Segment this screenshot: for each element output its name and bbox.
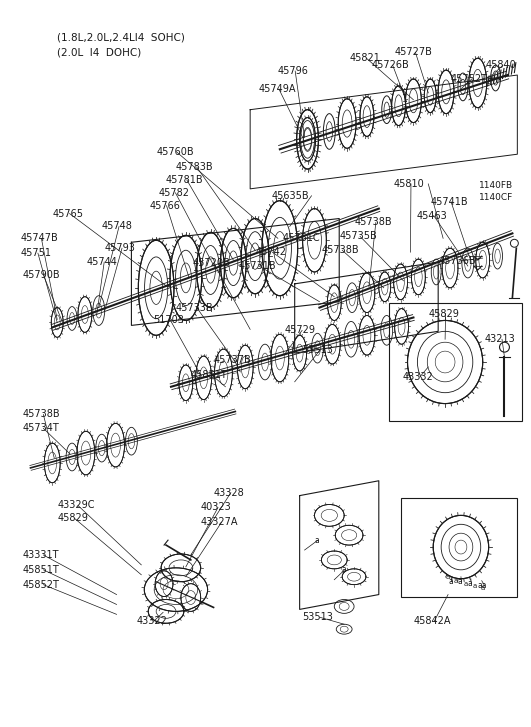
Text: 45790B: 45790B: [23, 270, 60, 280]
Text: 45733B: 45733B: [176, 302, 213, 313]
Text: 45829: 45829: [429, 308, 459, 318]
Text: 45720B: 45720B: [193, 258, 230, 268]
Text: 53513: 53513: [303, 345, 333, 356]
Text: 45635B: 45635B: [272, 190, 310, 201]
Text: 45737B: 45737B: [213, 355, 251, 365]
Text: 45738B: 45738B: [355, 217, 393, 228]
Text: 43329C: 43329C: [57, 500, 95, 510]
Text: 45796: 45796: [278, 66, 309, 76]
Text: 45727B: 45727B: [395, 47, 433, 57]
Bar: [400, 497, 517, 597]
Text: 45738B: 45738B: [321, 245, 359, 255]
Text: 45793: 45793: [105, 244, 135, 253]
Text: 45752T: 45752T: [451, 74, 488, 84]
Text: 45738B: 45738B: [23, 409, 60, 419]
Text: a: a: [454, 578, 458, 584]
Text: a: a: [473, 582, 477, 589]
Text: 45744: 45744: [87, 257, 118, 267]
Text: a: a: [481, 585, 485, 590]
Text: a: a: [448, 577, 453, 586]
Text: 45766: 45766: [149, 201, 180, 211]
Text: 45748: 45748: [102, 222, 133, 231]
Text: 40323: 40323: [201, 502, 232, 513]
Text: 45761C: 45761C: [283, 233, 320, 244]
Text: 45742: 45742: [255, 247, 286, 257]
Text: a: a: [341, 566, 346, 574]
Text: 43332: 43332: [402, 371, 433, 382]
Text: 45741B: 45741B: [430, 197, 468, 206]
Text: 45734T: 45734T: [23, 423, 59, 433]
Text: 43331T: 43331T: [23, 550, 59, 560]
Text: 45810: 45810: [393, 179, 424, 189]
Text: (2.0L  I4  DOHC): (2.0L I4 DOHC): [57, 47, 141, 57]
Text: 51703: 51703: [153, 316, 184, 326]
Text: 43213: 43213: [485, 334, 516, 345]
Text: 45782: 45782: [158, 188, 189, 198]
Text: 45747B: 45747B: [21, 233, 58, 244]
Text: 45760B: 45760B: [156, 148, 194, 157]
Text: 45829: 45829: [57, 513, 88, 523]
Text: 45842A: 45842A: [414, 616, 451, 626]
Text: 45781B: 45781B: [166, 175, 204, 185]
Text: aa: aa: [478, 581, 487, 590]
Text: a: a: [446, 574, 450, 579]
Text: (1.8L,2.0L,2.4LI4  SOHC): (1.8L,2.0L,2.4LI4 SOHC): [57, 33, 185, 42]
Text: 43328: 43328: [213, 488, 244, 498]
Text: 43327A: 43327A: [201, 518, 238, 527]
Text: 45749A: 45749A: [258, 84, 296, 94]
Text: 45751: 45751: [21, 248, 52, 258]
Text: 45840: 45840: [486, 60, 517, 70]
Text: a: a: [314, 536, 319, 545]
Text: 43322: 43322: [136, 616, 167, 626]
Text: 53513: 53513: [303, 612, 333, 622]
Text: 45463: 45463: [416, 211, 447, 220]
Text: 45851T: 45851T: [191, 370, 228, 380]
Text: 45729: 45729: [285, 326, 316, 335]
Text: a: a: [464, 581, 468, 587]
Text: 45821: 45821: [349, 53, 380, 63]
Bar: [389, 302, 523, 422]
Text: 1140CF: 1140CF: [479, 193, 513, 202]
Text: a: a: [458, 577, 463, 586]
Text: 45731B: 45731B: [238, 261, 276, 271]
Text: 45726B: 45726B: [372, 60, 409, 70]
Text: 45783B: 45783B: [176, 162, 213, 172]
Text: 45736B: 45736B: [438, 256, 476, 266]
Text: 45851T: 45851T: [23, 565, 59, 575]
Text: 1140FB: 1140FB: [479, 181, 513, 190]
Text: 45852T: 45852T: [23, 579, 59, 590]
Text: 45765: 45765: [52, 209, 83, 219]
Text: a: a: [468, 579, 473, 588]
Text: 45735B: 45735B: [339, 231, 377, 241]
